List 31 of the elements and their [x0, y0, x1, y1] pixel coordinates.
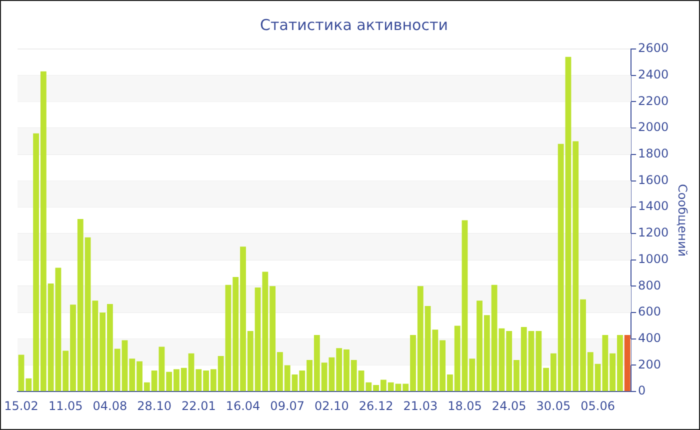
x-tick-label: 21.03	[403, 398, 438, 413]
y-tick-label: 1800	[638, 146, 669, 161]
x-tick-label: 30.05	[536, 398, 571, 413]
x-tick-label: 18.05	[448, 398, 482, 413]
x-tick-label: 22.01	[181, 398, 216, 413]
x-tick-label: 09.07	[270, 398, 305, 413]
x-tick-label: 26.12	[358, 398, 394, 413]
x-tick-label: 02.10	[314, 398, 349, 413]
x-tick-label: 24.05	[492, 398, 526, 413]
y-tick-label: 1000	[638, 252, 669, 266]
y-axis-title: Сообщений	[676, 184, 690, 257]
y-tick-label: 2400	[638, 67, 669, 82]
x-tick-label: 16.04	[226, 398, 260, 413]
y-tick-label: 1200	[638, 226, 669, 240]
y-tick-label: 1400	[638, 199, 669, 214]
x-tick-label: 05.06	[580, 398, 615, 413]
y-tick-label: 0	[638, 384, 646, 398]
y-tick-label: 1600	[638, 172, 669, 187]
y-tick-label: 400	[638, 331, 661, 346]
bar	[624, 334, 630, 392]
y-tick-label: 800	[638, 278, 661, 292]
y-tick-label: 2000	[638, 120, 669, 134]
chart-title: Статистика активности	[260, 16, 448, 34]
y-tick-label: 2600	[638, 41, 669, 56]
x-tick-label: 15.02	[4, 398, 38, 413]
y-tick-label: 200	[638, 357, 661, 372]
x-tick-label: 11.05	[48, 398, 83, 413]
y-tick-label: 2200	[638, 94, 669, 108]
x-tick-label: 04.08	[92, 398, 128, 413]
y-tick-label: 600	[638, 304, 661, 319]
x-tick-label: 28.10	[137, 398, 172, 413]
